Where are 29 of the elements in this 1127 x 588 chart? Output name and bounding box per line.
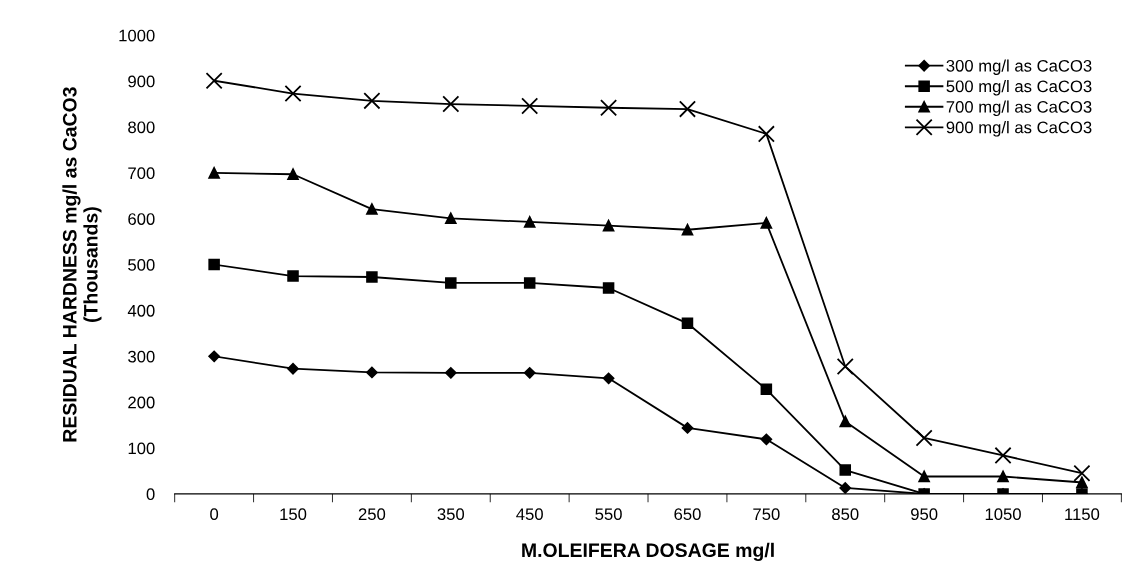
x-axis-title: M.OLEIFERA DOSAGE mg/l (522, 542, 774, 561)
y-tick-label: 200 (128, 396, 155, 409)
y-tick-label: 900 (128, 75, 155, 88)
y-tick-label: 100 (128, 442, 155, 455)
x-tick-label: 250 (358, 508, 386, 521)
x-tick-label: 450 (516, 508, 543, 521)
x-tick-label: 1050 (985, 508, 1021, 521)
y-tick-label: 0 (146, 488, 155, 501)
legend-label: 900 mg/l as CaCO3 (946, 121, 1092, 137)
x-tick-label: 150 (280, 508, 307, 521)
x-tick-label: 950 (911, 508, 938, 521)
y-tick-label: 500 (128, 259, 155, 271)
legend-label: 500 mg/l as CaCO3 (946, 79, 1092, 96)
y-tick-label: 400 (127, 304, 155, 317)
y-tick-label: 300 (128, 350, 155, 363)
y-tick-label: 700 (128, 167, 155, 180)
y-axis-title: RESIDUAL HARDNESS mg/l as CaCO3 (Thousands) (62, 87, 102, 442)
y-tick-label: 1000 (119, 29, 155, 42)
x-tick-label: 750 (753, 508, 780, 521)
x-tick-label: 850 (832, 508, 859, 521)
x-tick-label: 0 (210, 508, 219, 521)
legend-label: 300 mg/l as CaCO3 (946, 59, 1092, 75)
x-tick-label: 350 (437, 508, 465, 521)
y-tick-label: 600 (128, 213, 155, 225)
y-tick-label: 800 (128, 121, 155, 134)
legend-label: 700 mg/l as CaCO3 (946, 100, 1092, 117)
x-tick-label: 650 (674, 508, 701, 521)
x-tick-label: 1150 (1065, 508, 1100, 521)
x-tick-label: 550 (595, 508, 622, 521)
